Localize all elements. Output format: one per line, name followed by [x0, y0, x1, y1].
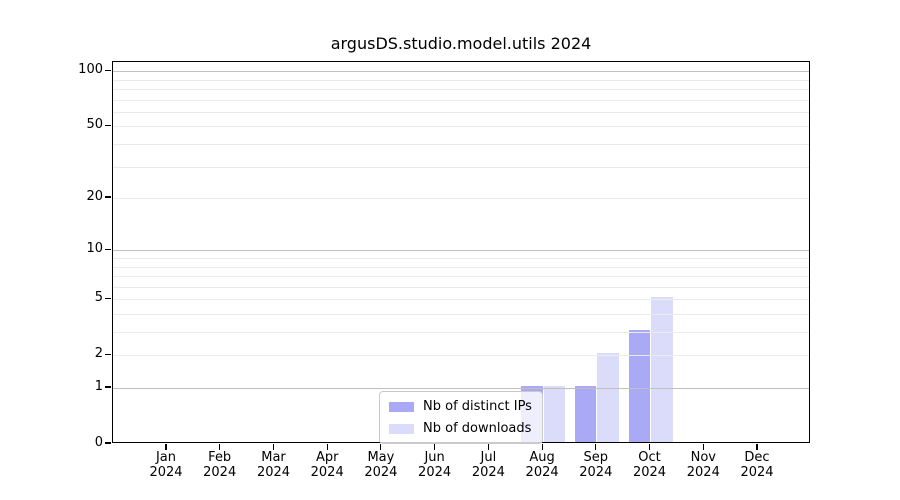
x-tick-month: Nov — [690, 450, 716, 465]
x-tick-month: Jul — [480, 450, 497, 465]
x-tick-month: Mar — [261, 450, 286, 465]
x-tick-label: Sep 2024 — [561, 450, 631, 480]
x-tick-year: 2024 — [740, 465, 774, 480]
x-tick-year: 2024 — [418, 465, 452, 480]
x-tick-month: Aug — [529, 450, 555, 465]
x-tick-month: Jan — [155, 450, 177, 465]
y-tick-mark — [105, 297, 111, 299]
bar-downloads — [597, 353, 619, 442]
x-tick-label: Jun 2024 — [400, 450, 470, 480]
y-tick-mark — [105, 196, 111, 198]
x-tick-label: Jul 2024 — [453, 450, 523, 480]
x-tick-mark — [487, 444, 489, 450]
x-tick-label: Dec 2024 — [722, 450, 792, 480]
x-tick-mark — [380, 444, 382, 450]
y-gridline-minor — [113, 166, 809, 168]
y-gridline-minor — [113, 286, 809, 288]
x-tick-month: Sep — [583, 450, 609, 465]
y-gridline-major — [113, 250, 809, 252]
x-tick-mark — [756, 444, 758, 450]
y-tick-label: 50 — [86, 117, 103, 133]
x-tick-year: 2024 — [632, 465, 667, 480]
x-tick-month: Feb — [208, 450, 232, 465]
x-tick-year: 2024 — [686, 465, 720, 480]
legend-swatch-distinct-ips — [389, 401, 414, 412]
x-tick-mark — [165, 444, 167, 450]
x-tick-label: Oct 2024 — [615, 450, 685, 480]
y-tick-mark — [105, 353, 111, 355]
y-gridline-minor — [113, 257, 809, 259]
x-tick-mark — [595, 444, 597, 450]
y-tick-label: 20 — [86, 189, 103, 204]
legend-label-distinct-ips: Nb of distinct IPs — [423, 399, 532, 414]
bar-distinct-ips — [628, 330, 651, 442]
y-gridline-minor — [113, 79, 809, 81]
x-tick-year: 2024 — [471, 465, 505, 480]
x-tick-year: 2024 — [364, 465, 398, 480]
x-tick-label: Apr 2024 — [292, 450, 362, 480]
x-tick-year: 2024 — [149, 465, 183, 480]
y-tick-label: 10 — [86, 241, 103, 257]
x-tick-year: 2024 — [579, 465, 613, 480]
y-tick-label: 1 — [94, 379, 103, 394]
y-gridline-minor — [113, 126, 809, 128]
x-tick-label: Mar 2024 — [239, 450, 309, 480]
y-tick-label: 2 — [94, 346, 103, 362]
bar-downloads — [651, 297, 673, 442]
y-tick-mark — [105, 442, 111, 444]
y-gridline-minor — [113, 276, 809, 277]
y-tick-mark — [105, 124, 111, 126]
bar-distinct-ips — [574, 386, 597, 442]
legend: Nb of distinct IPs Nb of downloads — [379, 391, 543, 444]
x-tick-month: May — [367, 450, 395, 465]
x-tick-month: Oct — [638, 450, 661, 465]
chart-title: argusDS.studio.model.utils 2024 — [330, 34, 592, 53]
x-tick-mark — [219, 444, 221, 450]
x-tick-year: 2024 — [203, 465, 237, 480]
x-tick-mark — [541, 444, 543, 450]
x-tick-mark — [702, 444, 704, 450]
plot-area: Nb of distinct IPs Nb of downloads — [112, 61, 810, 444]
bar-downloads — [543, 386, 566, 442]
x-tick-label: Feb 2024 — [185, 450, 255, 480]
y-gridline-minor — [113, 88, 809, 90]
x-tick-mark — [272, 444, 275, 450]
y-gridline-minor — [113, 299, 809, 301]
x-tick-month: Jun — [424, 450, 445, 465]
plot-inner — [113, 62, 809, 442]
x-tick-year: 2024 — [525, 465, 559, 480]
y-tick-mark — [105, 386, 111, 388]
x-tick-year: 2024 — [256, 465, 291, 480]
legend-item-distinct-ips: Nb of distinct IPs — [389, 397, 532, 416]
y-tick-label: 100 — [78, 62, 103, 78]
y-gridline-minor — [113, 313, 809, 315]
y-gridline-minor — [113, 198, 809, 199]
y-gridline-minor — [113, 355, 809, 357]
legend-label-downloads: Nb of downloads — [423, 421, 532, 436]
legend-swatch-downloads — [389, 423, 414, 434]
x-tick-mark — [326, 444, 328, 450]
x-tick-month: Apr — [315, 450, 339, 465]
x-tick-year: 2024 — [310, 465, 344, 480]
y-gridline-minor — [113, 111, 809, 113]
x-tick-label: Jan 2024 — [131, 450, 201, 480]
y-tick-mark — [105, 69, 111, 71]
y-gridline-minor — [113, 332, 809, 333]
y-tick-mark — [105, 248, 111, 250]
x-tick-mark — [434, 444, 436, 450]
y-gridline-minor — [113, 266, 809, 268]
y-gridline-minor — [113, 99, 809, 101]
y-tick-label: 0 — [94, 435, 103, 450]
x-tick-mark — [648, 444, 651, 450]
x-tick-label: Aug 2024 — [507, 450, 577, 480]
y-gridline-major — [113, 71, 809, 73]
y-tick-label: 5 — [94, 290, 103, 306]
y-gridline-minor — [113, 143, 809, 145]
x-tick-label: May 2024 — [346, 450, 416, 480]
x-tick-month: Dec — [744, 450, 770, 465]
legend-item-downloads: Nb of downloads — [389, 419, 532, 438]
x-tick-label: Nov 2024 — [668, 450, 738, 480]
y-gridline-major — [113, 388, 809, 389]
